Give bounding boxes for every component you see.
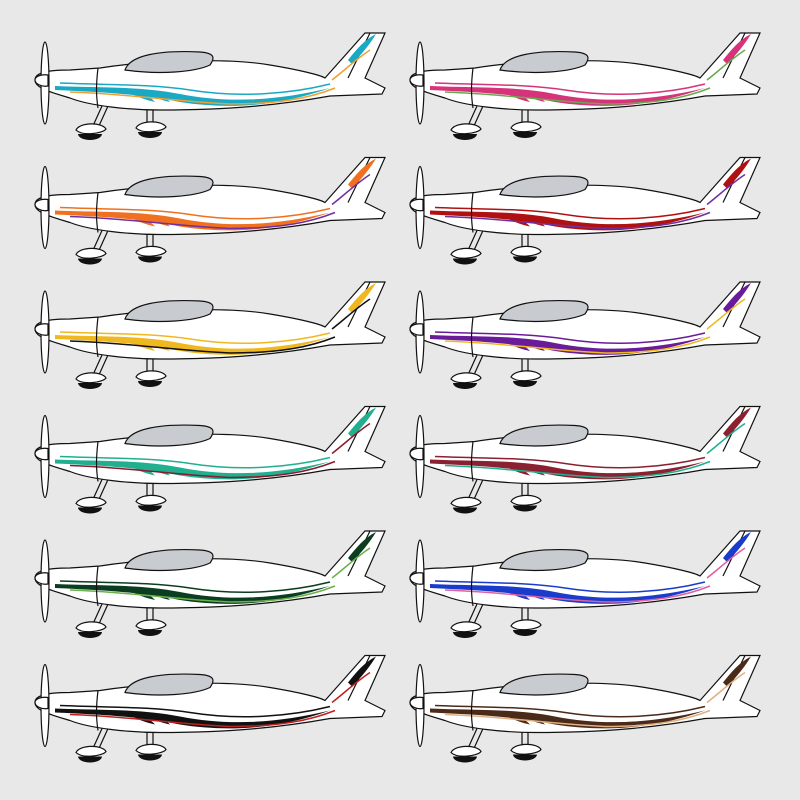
background	[0, 0, 800, 800]
livery-sheet	[0, 0, 800, 800]
